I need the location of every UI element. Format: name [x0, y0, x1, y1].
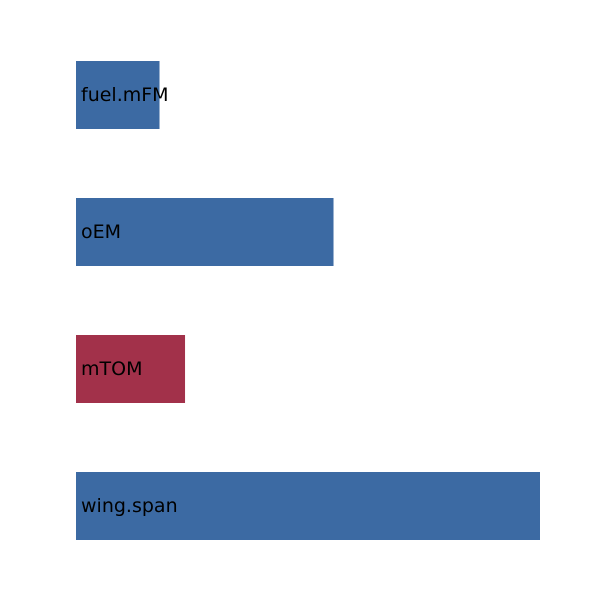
bar-label: oEM: [81, 221, 121, 243]
bar-mtom: [76, 335, 186, 403]
bar-label: fuel.mFM: [81, 84, 169, 106]
bars-group: [76, 61, 540, 540]
bar-fuel-mfm: [76, 61, 160, 129]
bar-oem: [76, 198, 334, 266]
labels-group: fuel.mFM oEM mTOM wing.span: [81, 84, 178, 517]
bar-label: wing.span: [81, 495, 178, 517]
bar-wing-span: [76, 472, 540, 540]
bar-label: mTOM: [81, 358, 142, 380]
